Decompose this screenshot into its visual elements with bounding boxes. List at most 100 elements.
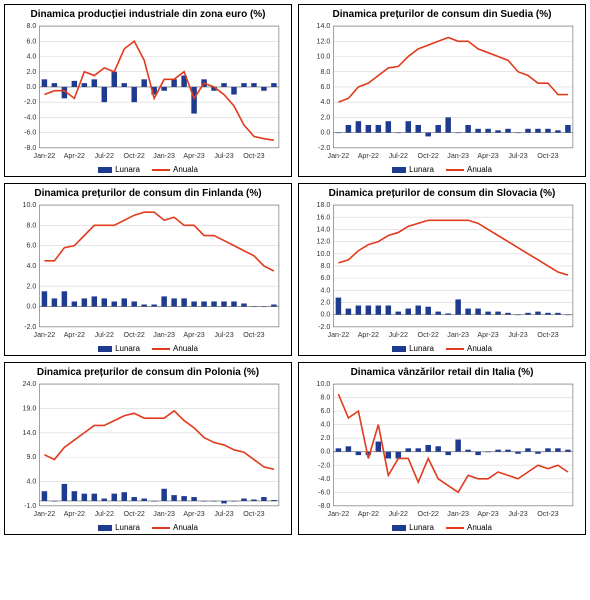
svg-text:Jan-23: Jan-23: [153, 152, 175, 160]
legend-item-line: Anuala: [152, 344, 198, 353]
svg-text:4.0: 4.0: [321, 421, 331, 429]
svg-text:14.0: 14.0: [23, 429, 37, 437]
line-swatch-icon: [152, 169, 170, 171]
svg-text:19.0: 19.0: [23, 405, 37, 413]
svg-text:Oct-22: Oct-22: [418, 510, 439, 518]
svg-text:Oct-23: Oct-23: [537, 331, 558, 339]
svg-text:Apr-23: Apr-23: [183, 331, 204, 339]
chart-panel: Dinamica vânzărilor retail din Italia (%…: [298, 362, 586, 535]
svg-text:Apr-22: Apr-22: [358, 510, 379, 518]
svg-text:Jul-23: Jul-23: [214, 510, 233, 518]
panel-title: Dinamica producției industriale din zona…: [11, 9, 285, 20]
legend-item-bar: Lunara: [98, 344, 140, 353]
svg-text:24.0: 24.0: [23, 380, 37, 388]
panel-title: Dinamica prețurilor de consum din Suedia…: [305, 9, 579, 20]
chart-panel: Dinamica prețurilor de consum din Finlan…: [4, 183, 292, 356]
svg-text:-8.0: -8.0: [318, 502, 330, 510]
bar-swatch-icon: [98, 346, 112, 352]
legend-item-bar: Lunara: [392, 523, 434, 532]
svg-text:Oct-22: Oct-22: [124, 331, 145, 339]
chart-legend: Lunara Anuala: [11, 523, 285, 532]
svg-text:Jul-23: Jul-23: [508, 331, 527, 339]
svg-text:0.0: 0.0: [321, 129, 331, 137]
svg-text:Oct-22: Oct-22: [124, 510, 145, 518]
chart-legend: Lunara Anuala: [11, 344, 285, 353]
svg-text:2.0: 2.0: [27, 68, 37, 76]
svg-text:Jan-23: Jan-23: [447, 510, 469, 518]
line-swatch-icon: [446, 348, 464, 350]
svg-text:4.0: 4.0: [27, 262, 37, 270]
svg-text:-2.0: -2.0: [24, 98, 36, 106]
chart-svg: -8.0-6.0-4.0-2.00.02.04.06.08.010.0Jan-2…: [305, 380, 579, 522]
svg-text:2.0: 2.0: [321, 299, 331, 307]
svg-text:Apr-22: Apr-22: [64, 152, 85, 160]
chart-legend: Lunara Anuala: [305, 523, 579, 532]
bar-swatch-icon: [392, 167, 406, 173]
svg-text:16.0: 16.0: [317, 213, 331, 221]
svg-text:Oct-22: Oct-22: [418, 331, 439, 339]
svg-text:10.0: 10.0: [317, 250, 331, 258]
svg-text:-2.0: -2.0: [318, 461, 330, 469]
legend-bar-label: Lunara: [409, 344, 434, 353]
svg-text:2.0: 2.0: [27, 282, 37, 290]
legend-item-line: Anuala: [152, 523, 198, 532]
svg-text:Apr-23: Apr-23: [183, 510, 204, 518]
svg-text:Jul-23: Jul-23: [214, 152, 233, 160]
svg-text:Jul-22: Jul-22: [95, 331, 114, 339]
svg-text:8.0: 8.0: [321, 262, 331, 270]
svg-text:9.0: 9.0: [27, 453, 37, 461]
bar-swatch-icon: [98, 525, 112, 531]
legend-bar-label: Lunara: [409, 165, 434, 174]
svg-text:Jul-23: Jul-23: [214, 331, 233, 339]
legend-item-bar: Lunara: [98, 523, 140, 532]
svg-text:Apr-22: Apr-22: [358, 331, 379, 339]
svg-text:-2.0: -2.0: [318, 323, 330, 331]
svg-text:Oct-23: Oct-23: [243, 152, 264, 160]
legend-line-label: Anuala: [467, 344, 492, 353]
svg-text:-1.0: -1.0: [24, 502, 36, 510]
svg-text:10.0: 10.0: [317, 380, 331, 388]
svg-text:Jan-23: Jan-23: [153, 331, 175, 339]
chart-panel: Dinamica producției industriale din zona…: [4, 4, 292, 177]
chart-legend: Lunara Anuala: [11, 165, 285, 174]
svg-text:Jan-22: Jan-22: [328, 510, 350, 518]
chart-legend: Lunara Anuala: [305, 344, 579, 353]
legend-item-line: Anuala: [446, 344, 492, 353]
legend-item-bar: Lunara: [392, 344, 434, 353]
svg-text:6.0: 6.0: [27, 242, 37, 250]
svg-text:Jan-23: Jan-23: [153, 510, 175, 518]
legend-bar-label: Lunara: [115, 523, 140, 532]
svg-text:8.0: 8.0: [27, 221, 37, 229]
panel-title: Dinamica prețurilor de consum din Poloni…: [11, 367, 285, 378]
svg-text:Jul-22: Jul-22: [95, 510, 114, 518]
svg-text:Apr-23: Apr-23: [477, 331, 498, 339]
svg-text:6.0: 6.0: [321, 274, 331, 282]
chart-svg: -2.00.02.04.06.08.010.012.014.016.018.0J…: [305, 201, 579, 343]
svg-text:2.0: 2.0: [321, 434, 331, 442]
legend-item-line: Anuala: [152, 165, 198, 174]
svg-text:0.0: 0.0: [321, 448, 331, 456]
svg-text:-4.0: -4.0: [24, 113, 36, 121]
svg-text:Oct-22: Oct-22: [418, 152, 439, 160]
svg-text:Oct-22: Oct-22: [124, 152, 145, 160]
panel-title: Dinamica prețurilor de consum din Slovac…: [305, 188, 579, 199]
legend-bar-label: Lunara: [115, 165, 140, 174]
svg-text:12.0: 12.0: [317, 37, 331, 45]
svg-text:Jul-22: Jul-22: [389, 331, 408, 339]
svg-text:14.0: 14.0: [317, 22, 331, 30]
svg-text:-2.0: -2.0: [24, 323, 36, 331]
legend-line-label: Anuala: [467, 523, 492, 532]
svg-text:Jan-22: Jan-22: [34, 510, 56, 518]
svg-text:Jul-22: Jul-22: [95, 152, 114, 160]
svg-text:10.0: 10.0: [317, 53, 331, 61]
legend-line-label: Anuala: [173, 165, 198, 174]
svg-text:18.0: 18.0: [317, 201, 331, 209]
svg-text:12.0: 12.0: [317, 238, 331, 246]
line-swatch-icon: [446, 169, 464, 171]
chart-svg: -1.04.09.014.019.024.0Jan-22Apr-22Jul-22…: [11, 380, 285, 522]
chart-panel: Dinamica prețurilor de consum din Poloni…: [4, 362, 292, 535]
svg-text:Apr-22: Apr-22: [64, 331, 85, 339]
svg-text:Oct-23: Oct-23: [537, 510, 558, 518]
svg-text:10.0: 10.0: [23, 201, 37, 209]
svg-text:Jul-22: Jul-22: [389, 510, 408, 518]
